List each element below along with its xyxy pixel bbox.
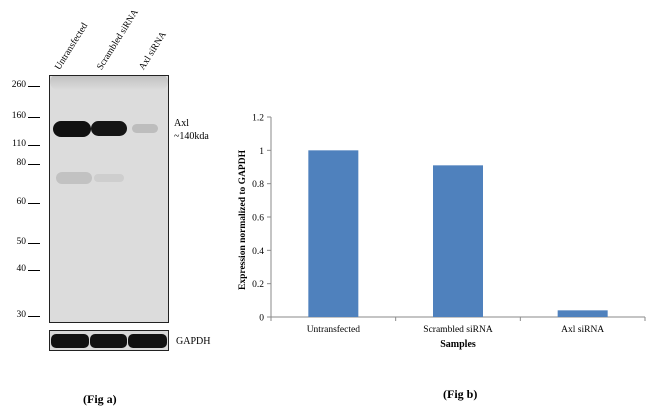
mw-tick (28, 164, 40, 165)
y-tick-label: 1 (259, 147, 264, 157)
band-gapdh-axl-sirna (128, 334, 167, 348)
mw-marker-50: 50 (16, 237, 27, 247)
bar (557, 310, 608, 317)
figure-caption-a: (Fig a) (83, 392, 117, 406)
mw-tick (28, 243, 40, 244)
mw-tick (28, 270, 40, 271)
band-axl-scrambled (91, 121, 127, 136)
x-tick-label: Untransfected (307, 324, 361, 335)
target-label-axl: Axl (174, 118, 189, 129)
y-tick-label: 0.2 (252, 280, 264, 290)
target-size-label: ~140kda (174, 131, 209, 142)
x-axis-title: Samples (440, 339, 476, 350)
mw-marker-260: 260 (11, 80, 26, 90)
loading-control-label: GAPDH (176, 336, 211, 347)
mw-tick (28, 117, 40, 118)
x-tick-label: Axl siRNA (561, 325, 604, 335)
blot-membrane-axl (49, 75, 169, 323)
y-tick-label: 0.4 (252, 247, 264, 257)
blot-top-smear (50, 76, 168, 90)
mw-marker-40: 40 (16, 264, 27, 274)
mw-tick (28, 203, 40, 204)
mw-tick (28, 86, 40, 87)
y-tick-label: 1.2 (252, 114, 264, 124)
band-gapdh-scrambled (90, 334, 127, 348)
mw-tick (28, 316, 40, 317)
mw-marker-60: 60 (16, 197, 27, 207)
bar (308, 150, 359, 317)
y-tick-label: 0.6 (252, 214, 264, 224)
figure-caption-b: (Fig b) (443, 387, 478, 401)
mw-marker-110: 110 (12, 139, 26, 149)
x-tick-labels: Untransfected Scrambled siRNA Axl siRNA (270, 317, 646, 335)
nonspecific-band (94, 174, 124, 182)
y-tick-label: 0 (259, 314, 264, 324)
bar (433, 165, 483, 317)
band-axl-knockdown (132, 124, 158, 133)
mw-marker-80: 80 (16, 158, 27, 168)
bars (308, 150, 608, 317)
mw-marker-30: 30 (16, 310, 27, 320)
mw-tick (28, 145, 40, 146)
y-axis-title: Expression normalized to GAPDH (238, 149, 248, 290)
blot-membrane-gapdh (49, 330, 169, 351)
x-tick-label: Scrambled siRNA (423, 325, 493, 335)
band-gapdh-untransfected (51, 334, 89, 348)
mw-marker-160: 160 (11, 111, 26, 121)
y-ticks: 0 0.2 0.4 0.6 0.8 1 1.2 (252, 114, 271, 324)
band-axl-untransfected (53, 121, 91, 137)
y-axis-title-group: Expression normalized to GAPDH (238, 149, 248, 290)
y-tick-label: 0.8 (252, 180, 264, 190)
nonspecific-band (56, 172, 92, 184)
